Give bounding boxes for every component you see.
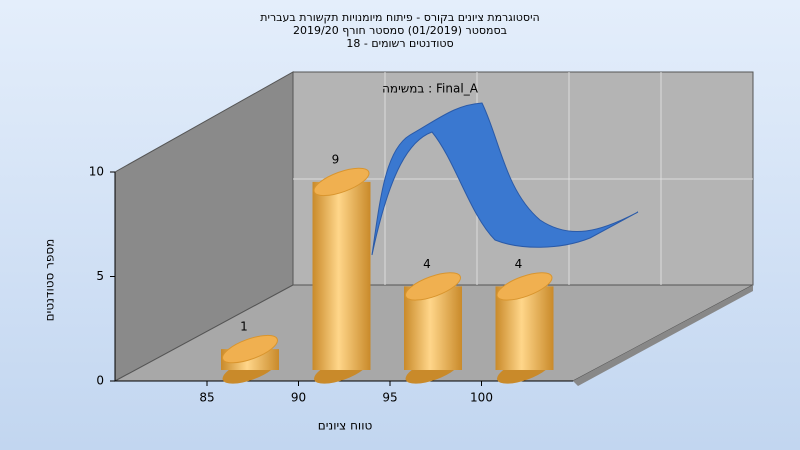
cylinder-top xyxy=(313,167,370,197)
value-label: 9 xyxy=(332,152,340,166)
trend-ribbon xyxy=(371,102,639,256)
annotation: במשימה : Final_A xyxy=(382,82,479,96)
floor-edge xyxy=(573,285,753,386)
cylinder-top xyxy=(405,272,461,301)
value-label: 4 xyxy=(515,257,523,271)
x-tick-label: 85 xyxy=(199,391,214,405)
value-label: 4 xyxy=(423,257,431,271)
value-label: 1 xyxy=(240,320,248,334)
x-tick-label: 90 xyxy=(291,391,306,405)
y-axis-label: מספר סטודנטים xyxy=(43,239,57,322)
x-tick-label: 95 xyxy=(382,391,397,405)
x-tick-label: 100 xyxy=(470,391,493,405)
y-tick-label: 0 xyxy=(96,374,104,388)
y-tick-label: 10 xyxy=(89,165,104,179)
chart-subtitle: סטודנטים רשומים - 18 xyxy=(346,37,453,50)
x-axis-label: טווח ציונים xyxy=(318,419,373,433)
chart-subtitle: בסמסטר (01/2019) סמסטר חורף 2019/20 xyxy=(293,24,507,37)
cylinder-top xyxy=(496,272,553,301)
bar xyxy=(312,181,371,370)
y-tick-label: 5 xyxy=(96,269,104,283)
chart-title: היסטוגרמת ציונים בקורס - פיתוח מיומנויות… xyxy=(260,11,539,24)
cylinder-top xyxy=(222,334,278,364)
